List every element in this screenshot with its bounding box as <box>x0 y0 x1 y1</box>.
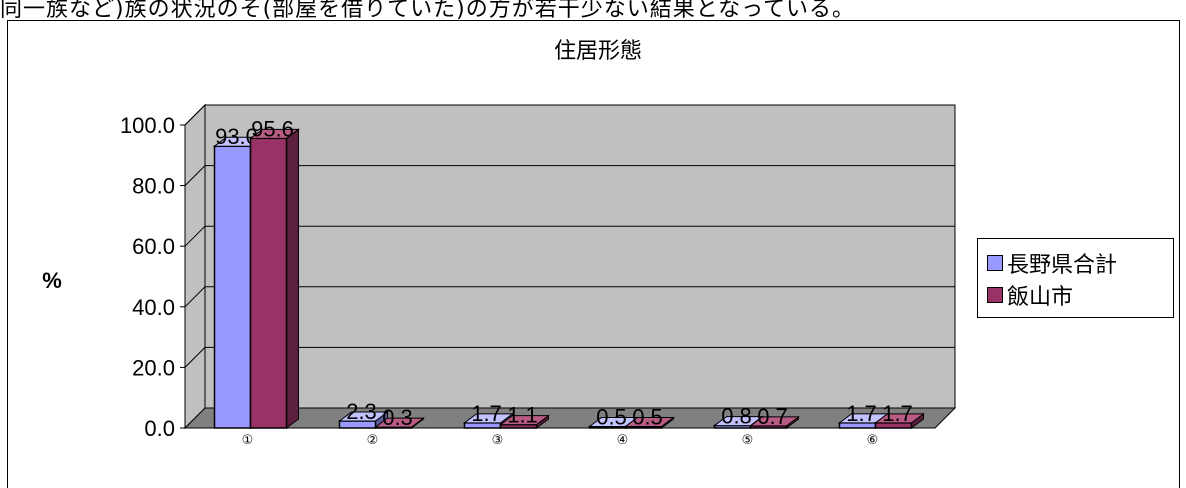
y-tick-label: 0.0 <box>144 416 175 441</box>
chart-frame <box>7 20 1180 488</box>
side-wall <box>184 103 206 430</box>
x-tick-label: ④ <box>617 433 629 448</box>
y-tick-label: 80.0 <box>132 174 175 199</box>
y-tick-label: 20.0 <box>132 355 175 380</box>
x-tick-label: ⑤ <box>742 433 754 448</box>
top-text-strip: 同一族など)族の状況のそ(部屋を借りていた)の方が若干少ない結果となっている。 <box>0 0 855 20</box>
legend-item-series-2: 飯山市 <box>987 280 1073 310</box>
data-label: 0.7 <box>757 404 788 429</box>
data-label: 0.5 <box>632 404 663 429</box>
back-wall <box>204 104 956 409</box>
bar-top <box>374 417 425 428</box>
y-axis-label: % <box>42 268 62 293</box>
gridline <box>184 346 955 368</box>
bar-top <box>463 413 514 424</box>
gridline <box>184 165 955 186</box>
legend-label-series-2: 飯山市 <box>1007 285 1074 310</box>
data-label: 1.7 <box>471 401 502 426</box>
legend-item-series-1: 長野県合計 <box>987 248 1117 278</box>
x-tick-label: ① <box>242 433 254 448</box>
data-label: 1.7 <box>882 401 913 426</box>
bar-top <box>249 128 300 139</box>
x-tick-label: ② <box>367 433 379 448</box>
bar-series-2 <box>249 137 288 429</box>
legend-swatch-series-1 <box>987 255 1003 271</box>
data-label: 1.1 <box>507 403 538 428</box>
chart-title: 住居形態 <box>554 39 642 64</box>
x-tick-label: ⑥ <box>867 433 879 448</box>
gridline <box>184 286 955 308</box>
bar-top <box>874 413 925 424</box>
data-label: 1.7 <box>846 401 877 426</box>
bar-top <box>749 416 800 427</box>
bar-series-1 <box>213 145 252 429</box>
bar-top <box>499 415 550 426</box>
data-label: 0.3 <box>382 405 413 430</box>
data-label: 95.6 <box>251 116 294 141</box>
gridline <box>184 225 955 247</box>
legend: 長野県合計 飯山市 <box>977 238 1174 318</box>
data-label: 2.3 <box>346 399 377 424</box>
legend-label-series-1: 長野県合計 <box>1007 253 1118 278</box>
y-tick-label: 60.0 <box>132 234 175 259</box>
x-tick-label: ③ <box>492 433 504 448</box>
gridline <box>184 104 955 126</box>
y-tick-label: 40.0 <box>132 295 175 320</box>
data-label: 0.8 <box>721 404 752 429</box>
bar-top <box>624 416 675 427</box>
bar-side <box>286 128 299 429</box>
bar-top <box>338 411 389 422</box>
data-label: 0.5 <box>596 404 627 429</box>
legend-swatch-series-2 <box>987 287 1003 303</box>
y-tick-label: 100.0 <box>120 113 175 138</box>
